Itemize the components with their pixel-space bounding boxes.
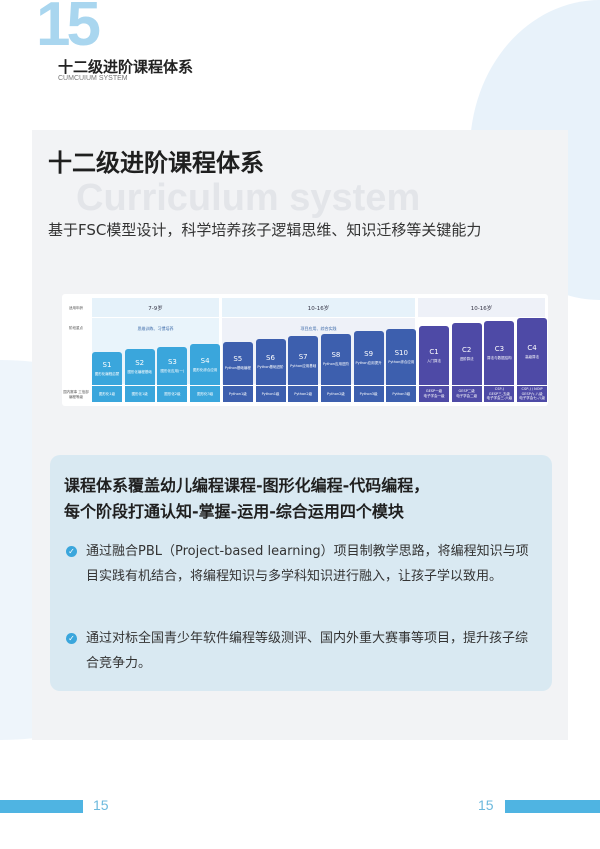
level-cert: 图形化2级 <box>157 386 188 402</box>
watermark-text: Curriculum system <box>76 177 421 219</box>
row-label: 国内赛事 工信部编程等级 <box>63 390 89 399</box>
level-desc: Python应用进阶 <box>322 362 349 367</box>
check-circle-icon: ✓ <box>66 633 77 644</box>
level-desc: 算法与数据结构 <box>487 355 512 360</box>
level-cert: CSP-J GESP三-五级 电子学会三-六级 <box>484 386 515 402</box>
level-desc: Python应用基础 <box>290 363 317 368</box>
level-cert: Python1级 <box>255 386 286 402</box>
page-number-left: 15 <box>93 797 109 813</box>
level-cert: Python2级 <box>288 386 319 402</box>
level-card-c2: C2 进阶算法 <box>451 323 482 385</box>
level-cert: 图形化1级 <box>124 386 155 402</box>
level-name: S10 <box>394 348 408 357</box>
level-desc: Python综合应用 <box>388 359 415 364</box>
info-heading-line: 每个阶段打通认知-掌握-运用-综合运用四个模块 <box>64 502 404 521</box>
level-name: S3 <box>167 357 177 366</box>
level-name: C3 <box>494 344 505 353</box>
level-card-c4: C4 高级算法 <box>517 318 548 385</box>
level-desc: Python基础编程 <box>224 366 251 371</box>
level-cert: CSP-J / NOIP GESP六-八级 电子学会七-八级 <box>517 386 548 402</box>
level-desc: 入门算法 <box>427 358 441 363</box>
level-card-c3: C3 算法与数据结构 <box>484 320 515 385</box>
level-name: S2 <box>135 359 145 368</box>
level-cert: 图形化1级 <box>92 386 122 402</box>
info-box: 课程体系覆盖幼儿编程课程-图形化编程-代码编程， 每个阶段打通认知-掌握-运用-综… <box>50 455 552 691</box>
list-item-text: 通过融合PBL（Project-based learning）项目制教学思路，将… <box>86 544 529 584</box>
level-card-s7: S7 Python应用基础 <box>288 336 319 385</box>
level-cert: GESP二级 电子学会二级 <box>451 386 482 402</box>
level-cert: GESP一级 电子学会一级 <box>419 386 449 402</box>
level-desc: 图形化编程基础 <box>127 370 152 375</box>
page-number-large: 15 <box>36 0 101 59</box>
level-card-c1: C1 入门算法 <box>419 326 449 385</box>
level-card-s5: S5 Python基础编程 <box>222 341 253 385</box>
age-group-header: 10-16岁 <box>222 298 415 317</box>
footer-bar-right <box>505 800 600 813</box>
level-desc: 图形化编程启蒙 <box>94 371 120 376</box>
level-card-s3: S3 图形化应用(一) <box>157 346 188 385</box>
level-card-s1: S1 图形化编程启蒙 <box>92 352 122 385</box>
page-subtitle: 基于FSC模型设计，科学培养孩子逻辑思维、知识迁移等关键能力 <box>48 221 482 239</box>
header-subtitle: CUMCUIUM SYSTEM <box>58 75 128 82</box>
header-title: 十二级进阶课程体系 <box>58 58 194 76</box>
age-group-header: 7-9岁 <box>92 298 219 317</box>
level-name: S5 <box>233 355 243 364</box>
level-name: C2 <box>462 346 472 355</box>
list-item: ✓ 通过对标全国青少年软件编程等级测评、国内外重大赛事等项目，提升孩子综合竞争力。 <box>66 626 536 676</box>
level-cert: Python3级 <box>353 386 384 402</box>
level-card-s2: S2 图形化编程基础 <box>124 349 155 385</box>
level-desc: Python基础进阶 <box>257 365 284 369</box>
level-name: S1 <box>102 360 112 369</box>
level-name: S9 <box>364 350 374 359</box>
level-name: C1 <box>429 347 439 356</box>
level-cert: Python1级 <box>222 386 253 402</box>
level-name: S4 <box>200 356 210 365</box>
level-card-s6: S6 Python基础进阶 <box>255 339 286 385</box>
level-name: C4 <box>527 343 537 352</box>
check-circle-icon: ✓ <box>66 546 77 557</box>
level-cert: Python3级 <box>386 386 417 402</box>
footer-bar-left <box>0 800 83 813</box>
row-label: 适用年龄 <box>69 305 83 310</box>
level-card-s9: S9 Python应用提升 <box>353 331 384 385</box>
level-card-s4: S4 图形化综合应用 <box>190 344 221 385</box>
page-title: 十二级进阶课程体系 <box>48 149 264 177</box>
age-group-header: 10-16岁 <box>418 298 545 317</box>
level-name: S6 <box>266 354 275 362</box>
info-heading: 课程体系覆盖幼儿编程课程-图形化编程-代码编程， 每个阶段打通认知-掌握-运用-综… <box>64 473 429 525</box>
level-card-s10: S10 Python综合应用 <box>386 328 417 385</box>
info-heading-line: 课程体系覆盖幼儿编程课程-图形化编程-代码编程， <box>64 476 430 495</box>
level-desc: Python应用提升 <box>355 361 382 366</box>
list-item: ✓ 通过融合PBL（Project-based learning）项目制教学思路，… <box>66 539 536 589</box>
level-cert: Python2级 <box>320 386 351 402</box>
page-number-right: 15 <box>478 797 494 813</box>
level-desc: 高级算法 <box>525 354 540 359</box>
list-item-text: 通过对标全国青少年软件编程等级测评、国内外重大赛事等项目，提升孩子综合竞争力。 <box>86 631 529 671</box>
level-card-s8: S8 Python应用进阶 <box>320 333 351 385</box>
level-desc: 图形化综合应用 <box>192 367 218 372</box>
level-name: S7 <box>298 352 308 361</box>
row-label: 阶段重点 <box>69 325 83 330</box>
level-desc: 图形化应用(一) <box>160 368 185 373</box>
level-name: S8 <box>331 351 341 360</box>
level-cert: 图形化3级 <box>190 386 221 402</box>
curriculum-table: 适用年龄 阶段重点 国内赛事 工信部编程等级 7-9岁 思维训练、习惯培养 10-16岁项… <box>62 294 548 406</box>
level-desc: 进阶算法 <box>459 357 474 362</box>
